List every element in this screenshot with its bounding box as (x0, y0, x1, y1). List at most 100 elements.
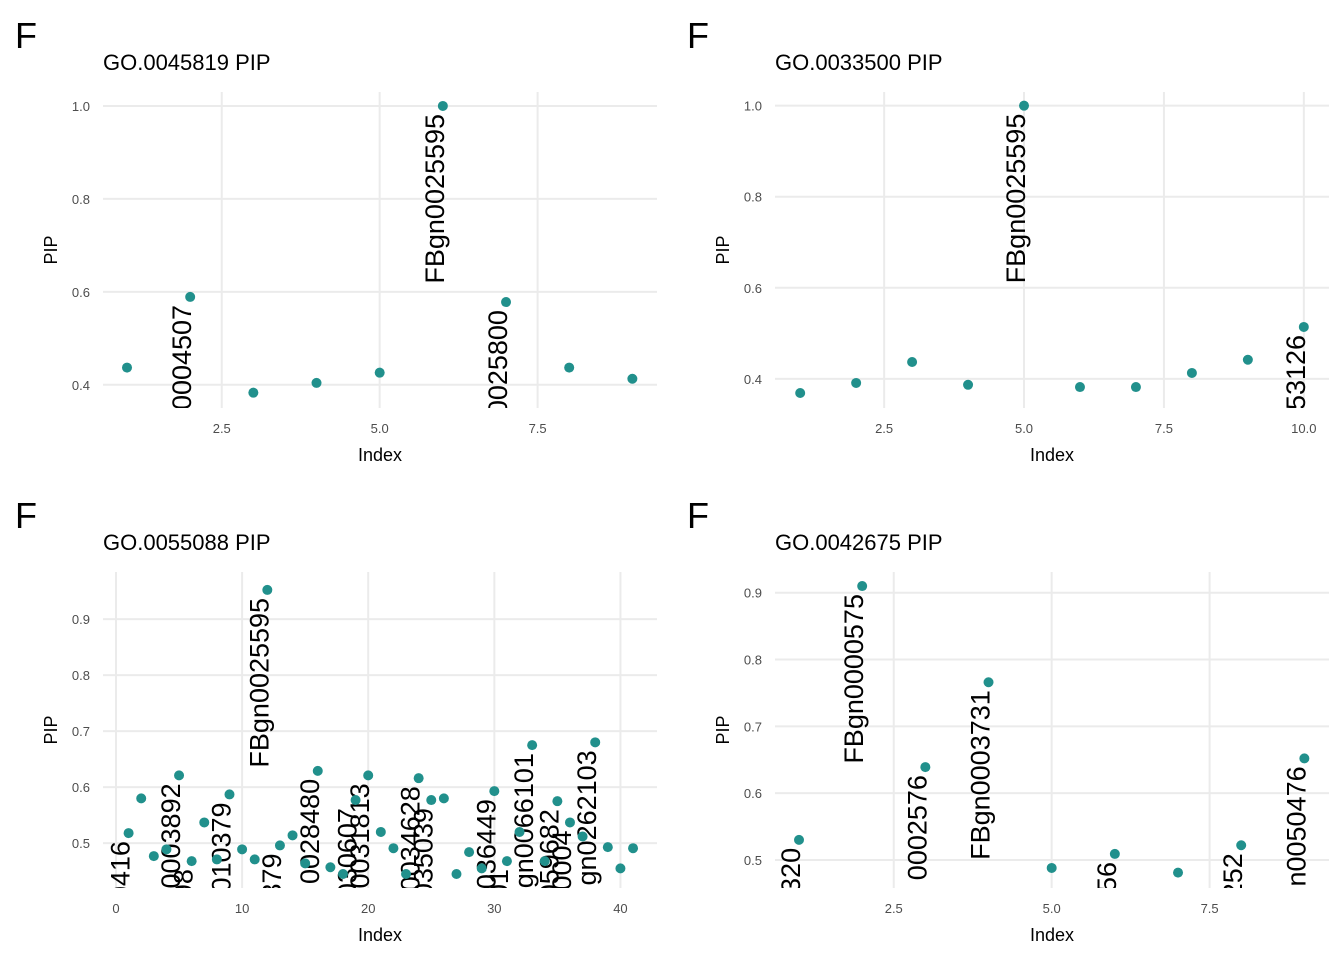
panel: F GO.0045819 PIP 0.4 0.6 0.8 1.0 2.5 5.0 7.5 Inde… (15, 15, 657, 465)
point (437, 100, 448, 111)
y-axis-title: PIP (41, 715, 61, 744)
point (907, 357, 918, 368)
point (274, 840, 285, 851)
chart-title: GO.0042675 PIP (775, 530, 943, 555)
point (1298, 321, 1309, 332)
point (1074, 382, 1085, 393)
x-axis-title: Index (1030, 925, 1074, 945)
point (248, 387, 259, 398)
point (564, 817, 575, 828)
point (464, 847, 475, 858)
y-tick-label: 0.8 (744, 653, 762, 668)
point-label: 0034628 (396, 786, 426, 891)
point-label: 00003892 (156, 783, 186, 903)
y-tick-label: 1.0 (72, 99, 90, 114)
point (401, 868, 412, 879)
point (963, 379, 974, 390)
point-labels: 0004507 FBgn0025595 0025800 (167, 114, 513, 408)
x-tick-label: 2.5 (213, 421, 231, 436)
point (199, 817, 210, 828)
point (211, 854, 222, 865)
chart-title: GO.0055088 PIP (103, 530, 271, 555)
x-tick-label: 2.5 (885, 901, 903, 916)
point (627, 373, 638, 384)
point-labels: FBgn0025595 53126 (1001, 114, 1311, 410)
point (388, 843, 399, 854)
x-tick-label: 5.0 (1043, 901, 1061, 916)
y-tick-label: 0.4 (72, 378, 90, 393)
point (794, 834, 805, 845)
point (920, 762, 931, 773)
point (374, 367, 385, 378)
point-label: 252 (1218, 853, 1248, 898)
y-tick-label: 0.7 (744, 719, 762, 734)
point (312, 765, 323, 776)
point-label: 0002576 (902, 775, 932, 880)
point (148, 851, 159, 862)
point (1130, 382, 1141, 393)
y-axis-title: PIP (41, 235, 61, 264)
point (224, 789, 235, 800)
x-axis-title: Index (358, 925, 402, 945)
chart-title: GO.0045819 PIP (103, 50, 271, 75)
point (174, 770, 185, 781)
point (476, 863, 487, 874)
point-label: 0059682 (534, 809, 564, 914)
panel: F GO.0033500 PIP 0.4 0.6 0.8 1.0 2.5 5.0 7.5 10.0… (687, 15, 1329, 465)
x-tick-label: 20 (361, 901, 375, 916)
panel: F GO.0055088 PIP 0.5 0.6 0.7 0.8 0.9 0 10 20 30 40 I… (15, 495, 657, 945)
point (249, 854, 260, 865)
point (300, 858, 311, 869)
point-label: FBgn0003731 (966, 690, 996, 860)
point (590, 737, 601, 748)
x-tick-label: 40 (613, 901, 627, 916)
point (489, 786, 500, 797)
point-label: 101 (484, 869, 514, 914)
point (1046, 862, 1057, 873)
panel-tag: F (687, 495, 709, 536)
x-tick-label: 0 (112, 901, 119, 916)
x-tick-label: 2.5 (875, 421, 893, 436)
x-tick-label: 30 (487, 901, 501, 916)
point (1019, 100, 1030, 111)
point-label: FBgn0025595 (420, 114, 450, 284)
point (1109, 848, 1120, 859)
y-tick-label: 0.5 (744, 853, 762, 868)
point (451, 868, 462, 879)
point-label: FBgn0025595 (1001, 114, 1031, 284)
panel-tag: F (15, 15, 37, 56)
point-label: 0004 (547, 830, 577, 890)
panel-tag: F (687, 15, 709, 56)
point (122, 362, 133, 373)
panel: F GO.0042675 PIP 0.5 0.6 0.7 0.8 0.9 2.5 5.0 7.5 I… (687, 495, 1329, 945)
point (161, 844, 172, 855)
point (262, 584, 273, 595)
y-tick-label: 0.5 (72, 836, 90, 851)
point (983, 677, 994, 688)
point (527, 740, 538, 751)
point (136, 793, 147, 804)
point-label: 53126 (1281, 335, 1311, 410)
y-tick-label: 0.9 (744, 586, 762, 601)
point (1236, 840, 1247, 851)
point (501, 856, 512, 867)
y-tick-label: 0.6 (72, 780, 90, 795)
point (237, 844, 248, 855)
panel-tag: F (15, 495, 37, 536)
point-label: 320 (776, 848, 806, 893)
y-tick-label: 0.8 (72, 668, 90, 683)
point-label: FBgn0025595 (244, 598, 274, 768)
point-label: 00416 (106, 841, 136, 916)
point (438, 793, 449, 804)
point (564, 362, 575, 373)
y-tick-label: 0.7 (72, 724, 90, 739)
chart-title: GO.0033500 PIP (775, 50, 943, 75)
point-labels: 320 FBgn0000575 0002576 FBgn0003731 56 252 n00… (776, 594, 1311, 898)
point-label: gn0262103 (572, 750, 602, 885)
point (426, 795, 437, 806)
point (311, 377, 322, 388)
x-tick-label: 5.0 (371, 421, 389, 436)
point-label: 56 (1092, 862, 1122, 892)
point-label: 379 (257, 853, 287, 898)
y-tick-label: 0.6 (744, 281, 762, 296)
